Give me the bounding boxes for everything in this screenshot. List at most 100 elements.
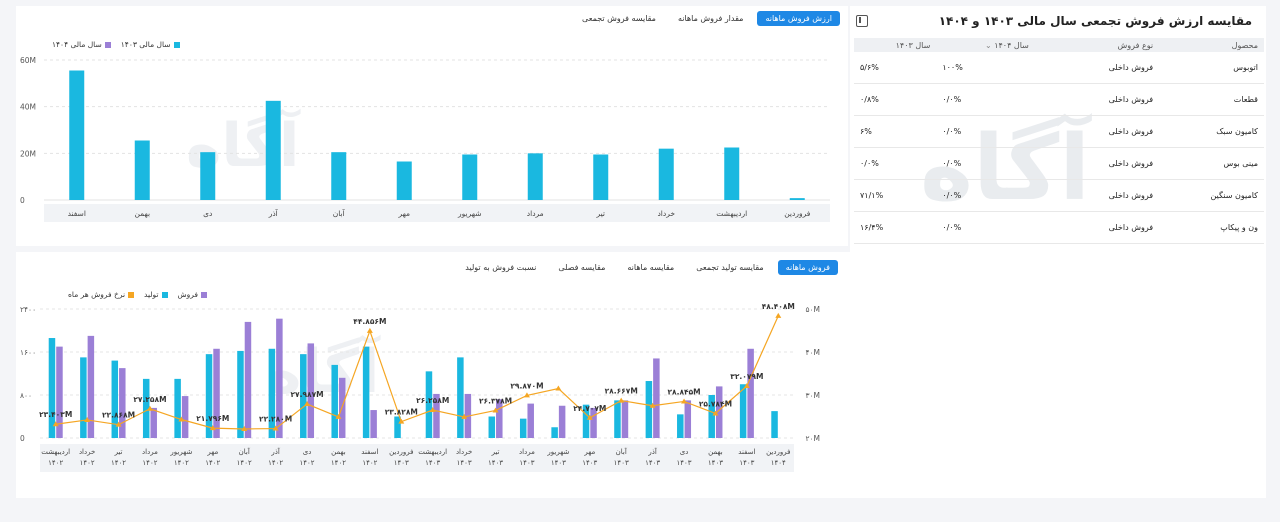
- point-monthly-rate[interactable]: [743, 382, 750, 388]
- bar-production[interactable]: [142, 378, 150, 438]
- table-row[interactable]: قطعات فروش داخلی ۰/۰% ۰/۸%: [854, 83, 1264, 116]
- point-monthly-rate[interactable]: [304, 401, 311, 407]
- bar-sales[interactable]: [715, 386, 723, 438]
- bar-sales[interactable]: [621, 400, 629, 438]
- bar-production[interactable]: [708, 395, 715, 438]
- col-header-1403[interactable]: سال ۱۴۰۳: [854, 38, 937, 52]
- tab-monthly-sales-quantity[interactable]: مقدار فروش ماهانه: [677, 14, 744, 23]
- bar-production[interactable]: [457, 357, 464, 438]
- bar-sales[interactable]: [276, 318, 283, 438]
- point-monthly-rate[interactable]: [146, 405, 153, 411]
- bar-production[interactable]: [394, 416, 401, 439]
- bar-production[interactable]: [551, 427, 558, 438]
- bar-1403[interactable]: [593, 154, 609, 201]
- bar-1403[interactable]: [396, 161, 412, 201]
- bar-production[interactable]: [237, 350, 244, 438]
- point-monthly-rate[interactable]: [775, 312, 782, 318]
- tab-monthly-sales[interactable]: فروش ماهانه: [777, 260, 838, 275]
- sort-chevron-icon[interactable]: ⌄: [984, 40, 992, 50]
- bar-production[interactable]: [362, 346, 370, 438]
- point-monthly-rate[interactable]: [712, 410, 719, 416]
- bar-1403[interactable]: [527, 153, 543, 200]
- bar-1403[interactable]: [462, 154, 478, 201]
- bar-sales[interactable]: [558, 405, 566, 438]
- bar-sales[interactable]: [150, 407, 157, 438]
- bar-sales[interactable]: [87, 335, 95, 438]
- table-row[interactable]: مینی بوس فروش داخلی ۰/۰% ۰/۰%: [854, 147, 1264, 180]
- bar-production[interactable]: [425, 371, 433, 438]
- tab-cumulative-production[interactable]: مقایسه تولید تجمعی: [696, 263, 764, 272]
- bar-sales[interactable]: [527, 403, 534, 438]
- bar-production[interactable]: [519, 418, 527, 438]
- point-monthly-rate[interactable]: [492, 407, 499, 413]
- bar-production[interactable]: [205, 354, 213, 438]
- bar-1403[interactable]: [69, 70, 85, 201]
- bar-sales[interactable]: [56, 346, 63, 438]
- bar-sales[interactable]: [747, 348, 754, 438]
- tab-seasonal-comparison[interactable]: مقایسه فصلی: [558, 263, 606, 272]
- legend-item-production[interactable]: تولید: [144, 290, 168, 299]
- bar-production[interactable]: [174, 378, 181, 438]
- table-row[interactable]: ون و پیکاپ فروش داخلی ۰/۰% ۱۶/۴%: [854, 211, 1264, 244]
- point-monthly-rate[interactable]: [52, 421, 59, 427]
- point-monthly-rate[interactable]: [366, 327, 373, 333]
- bar-sales[interactable]: [119, 368, 126, 438]
- bar-1403[interactable]: [658, 148, 674, 200]
- point-monthly-rate[interactable]: [555, 385, 562, 391]
- bar-production[interactable]: [331, 364, 338, 438]
- point-monthly-rate[interactable]: [84, 416, 91, 422]
- bar-sales[interactable]: [307, 343, 315, 438]
- bar-1403[interactable]: [789, 198, 805, 200]
- bar-production[interactable]: [614, 400, 621, 438]
- legend-item-monthly-rate[interactable]: نرخ فروش هر ماه: [68, 290, 135, 299]
- col-header-product[interactable]: محصول: [1159, 38, 1264, 52]
- bar-sales[interactable]: [653, 358, 660, 438]
- point-monthly-rate[interactable]: [429, 407, 436, 413]
- point-monthly-rate[interactable]: [523, 392, 530, 398]
- point-monthly-rate[interactable]: [209, 425, 216, 431]
- point-monthly-rate[interactable]: [586, 414, 593, 420]
- bar-production[interactable]: [80, 357, 87, 438]
- bar-production[interactable]: [300, 354, 307, 438]
- bar-production[interactable]: [771, 411, 778, 438]
- bar-production[interactable]: [739, 384, 747, 438]
- bar-production[interactable]: [268, 348, 276, 438]
- point-monthly-rate[interactable]: [398, 418, 405, 424]
- point-monthly-rate[interactable]: [618, 397, 625, 403]
- bar-sales[interactable]: [684, 400, 692, 438]
- bar-production[interactable]: [645, 381, 653, 438]
- bar-production[interactable]: [48, 338, 56, 438]
- point-monthly-rate[interactable]: [335, 413, 342, 419]
- bar-sales[interactable]: [433, 393, 440, 438]
- bar-sales[interactable]: [181, 396, 189, 438]
- bar-sales[interactable]: [590, 407, 597, 438]
- tab-cumulative-sales-comparison[interactable]: مقایسه فروش تجمعی: [582, 14, 656, 23]
- bar-sales[interactable]: [244, 321, 252, 438]
- bar-production[interactable]: [111, 360, 119, 438]
- legend-item-1404[interactable]: سال مالی ۱۴۰۴: [52, 40, 111, 49]
- tab-monthly-comparison[interactable]: مقایسه ماهانه: [627, 263, 675, 272]
- tab-monthly-sales-value[interactable]: ارزش فروش ماهانه: [757, 11, 840, 26]
- col-header-1404[interactable]: سال ۱۴۰۴ ⌄: [936, 38, 1035, 52]
- bar-sales[interactable]: [370, 410, 377, 438]
- table-row[interactable]: کامیون سبک فروش داخلی ۰/۰% ۶%: [854, 115, 1264, 148]
- bar-sales[interactable]: [496, 399, 503, 438]
- col-header-sale-type[interactable]: نوع فروش: [1034, 38, 1160, 52]
- bar-1403[interactable]: [724, 147, 740, 201]
- point-monthly-rate[interactable]: [115, 421, 122, 427]
- bar-1403[interactable]: [134, 140, 150, 201]
- legend-item-1403[interactable]: سال مالی ۱۴۰۳: [121, 40, 180, 49]
- bar-sales[interactable]: [213, 348, 220, 438]
- point-monthly-rate[interactable]: [178, 416, 185, 422]
- table-row[interactable]: کامیون سنگین فروش داخلی ۰/۰% ۷۱/۱%: [854, 179, 1264, 212]
- bar-production[interactable]: [677, 414, 684, 438]
- point-monthly-rate[interactable]: [681, 398, 688, 404]
- tab-sales-to-production-ratio[interactable]: نسبت فروش به تولید: [465, 263, 537, 272]
- table-row[interactable]: اتوبوس فروش داخلی ۱۰۰% ۵/۶%: [854, 52, 1264, 84]
- legend-item-sales[interactable]: فروش: [178, 290, 208, 299]
- bar-1403[interactable]: [265, 100, 281, 200]
- bar-1403[interactable]: [200, 152, 216, 200]
- bar-production[interactable]: [582, 404, 590, 438]
- point-monthly-rate[interactable]: [241, 425, 248, 431]
- point-monthly-rate[interactable]: [272, 425, 279, 431]
